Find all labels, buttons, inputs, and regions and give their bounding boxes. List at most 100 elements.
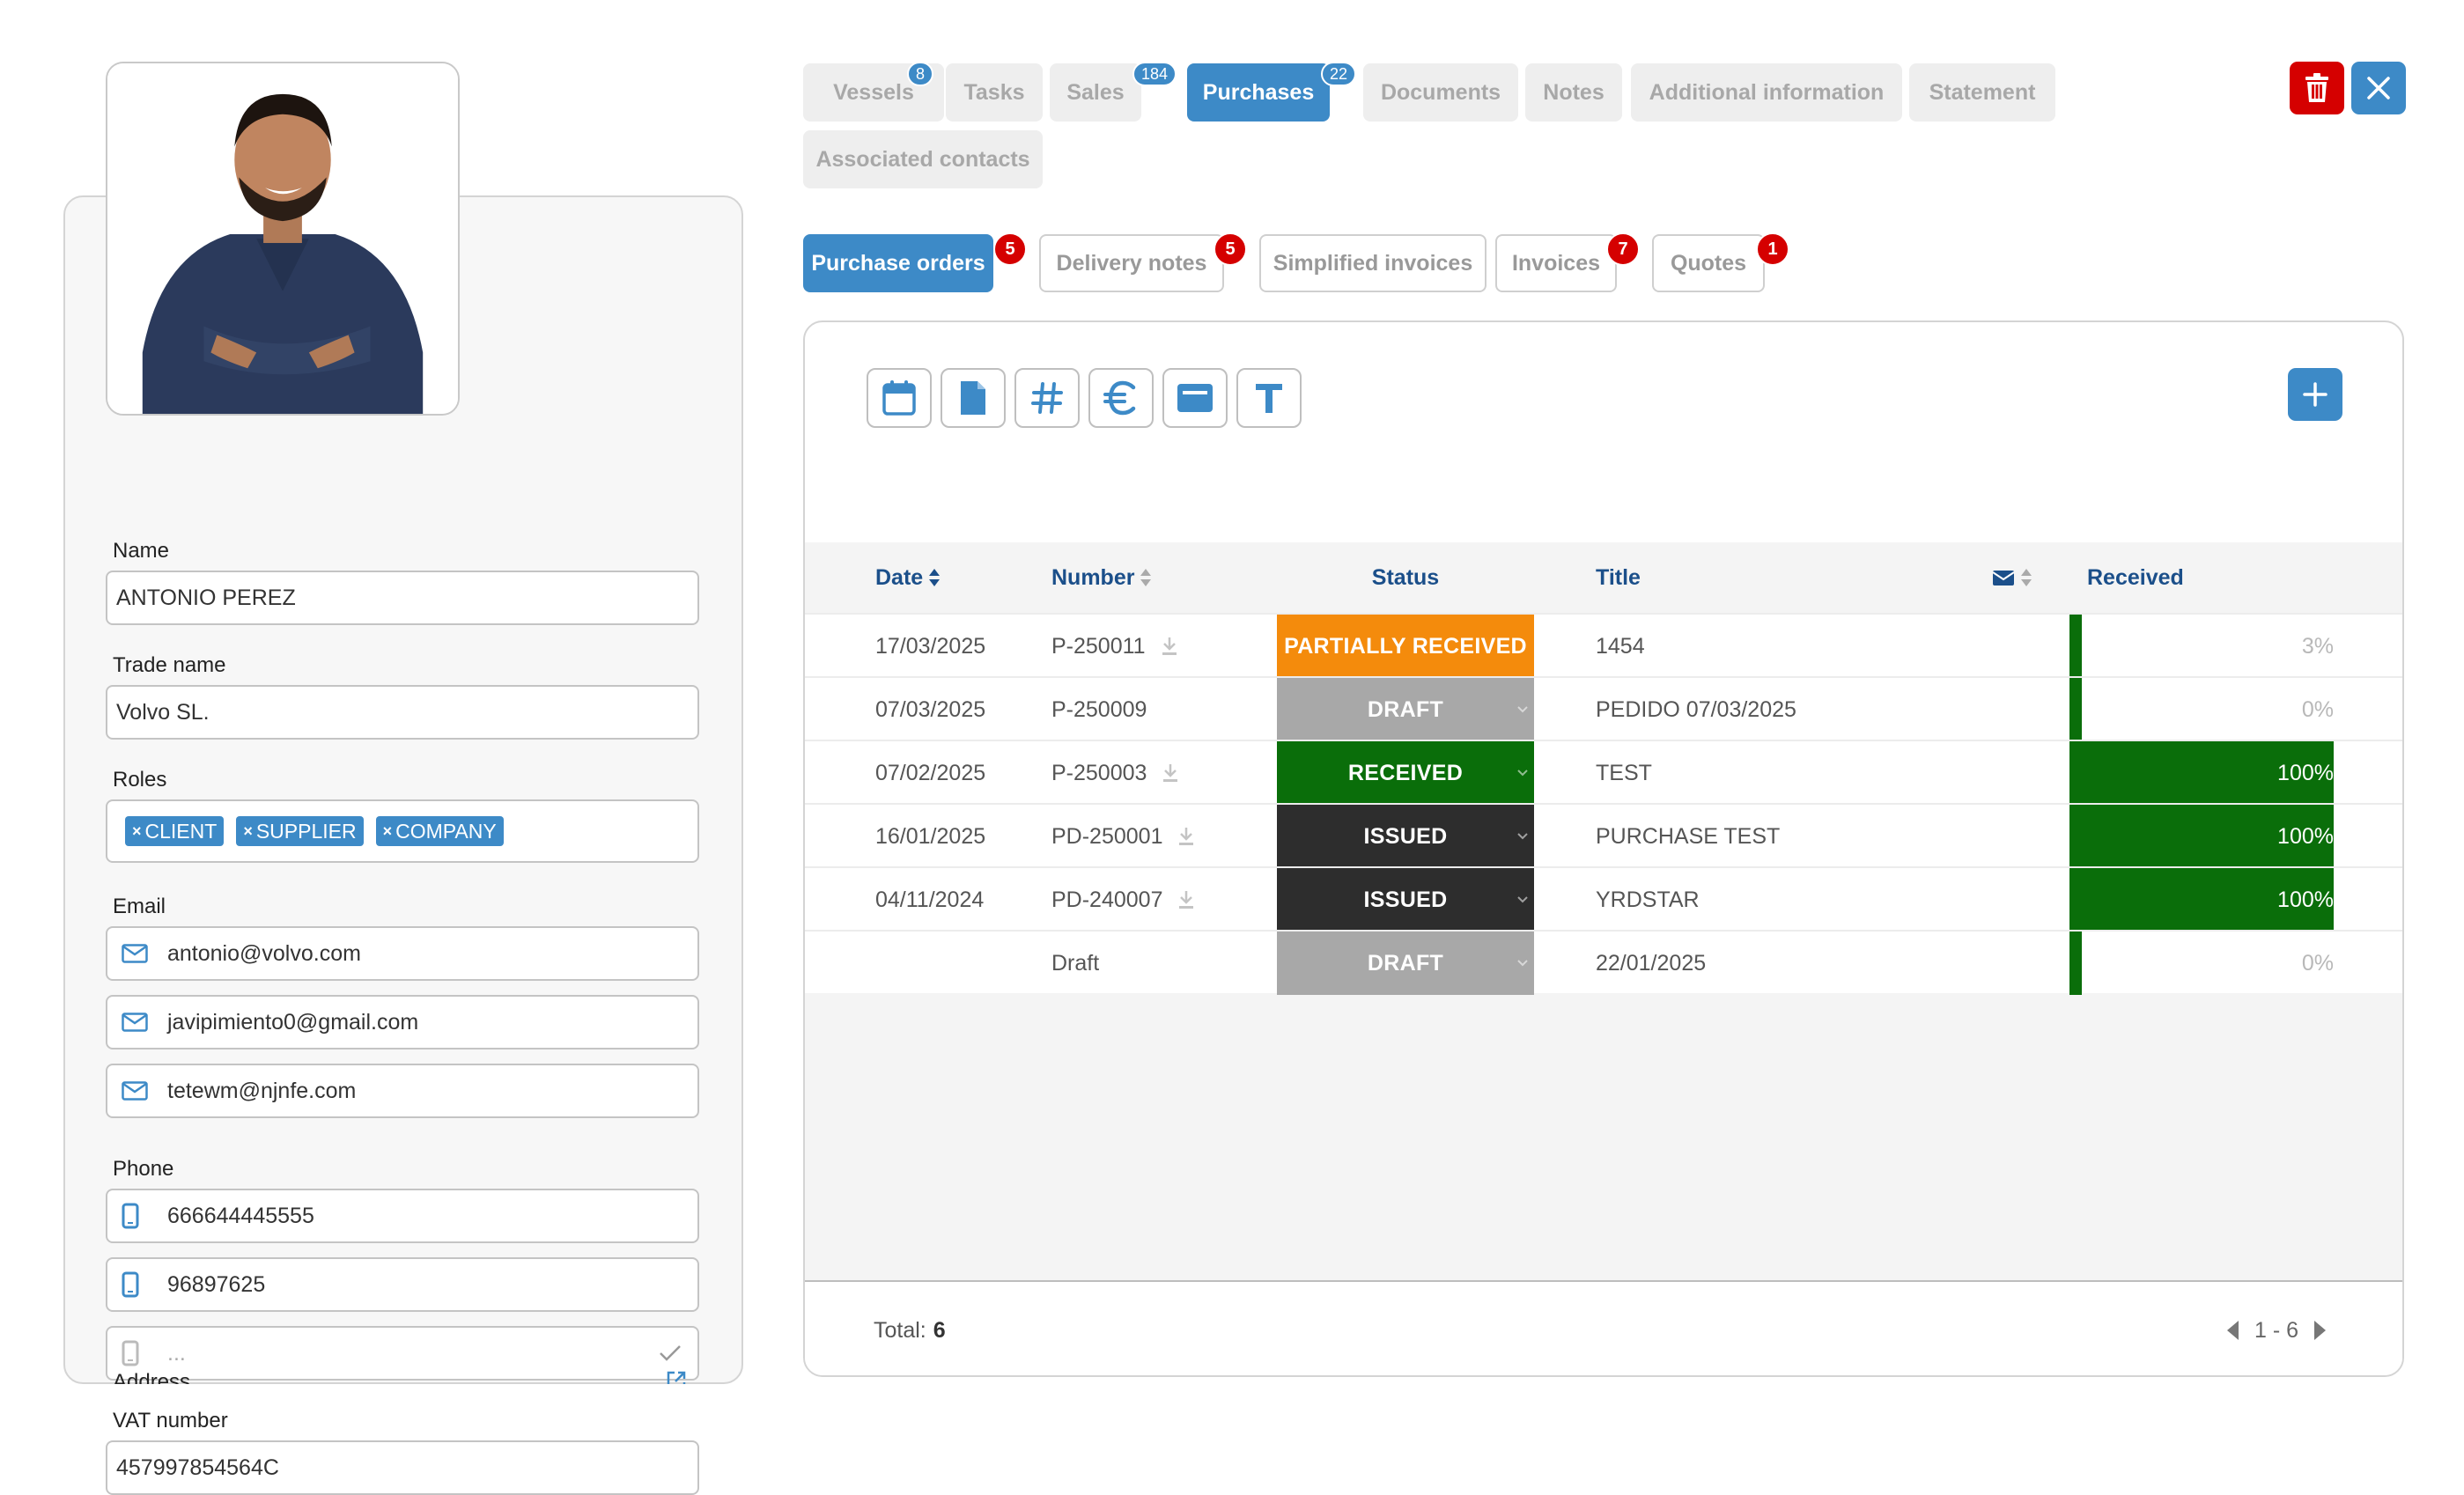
download-icon[interactable] [1162, 637, 1177, 656]
status-badge[interactable]: DRAFT [1277, 678, 1534, 741]
address-section: Address [63, 1370, 743, 1384]
status-badge[interactable]: DRAFT [1277, 932, 1534, 995]
email-field-3[interactable]: tetewm@njnfe.com [106, 1064, 699, 1118]
tab-notes[interactable]: Notes [1525, 63, 1622, 122]
filter-card-button[interactable] [1162, 368, 1228, 428]
tab-tasks[interactable]: Tasks [946, 63, 1043, 122]
tab-additional-information[interactable]: Additional information [1631, 63, 1902, 122]
table-header: Date Number Status Title Received [805, 542, 2402, 613]
table-row[interactable]: 07/03/2025 P-250009 DRAFT PEDIDO 07/03/2025… [805, 676, 2402, 741]
row-number-text: Draft [1051, 950, 1100, 976]
received-percentage: 3% [2301, 633, 2334, 659]
table-row[interactable]: 17/03/2025 P-250011 PARTIALLY RECEIVED 1454… [805, 613, 2402, 678]
status-text: DRAFT [1367, 950, 1444, 976]
total-count: Total: 6 [874, 1317, 946, 1343]
mail-icon [122, 1081, 148, 1101]
hash-icon [1031, 382, 1063, 414]
subtab-delivery-notes[interactable]: Delivery notes [1039, 234, 1224, 292]
subtab-quotes[interactable]: Quotes [1652, 234, 1765, 292]
row-title: TEST [1596, 760, 1652, 785]
table-row[interactable]: 07/02/2025 P-250003 RECEIVED TEST 100% [805, 740, 2402, 805]
column-header-received[interactable]: Received [2087, 564, 2184, 590]
mobile-phone-icon [122, 1271, 139, 1298]
column-header-title[interactable]: Title [1596, 564, 1641, 590]
previous-page-icon[interactable] [2224, 1319, 2240, 1342]
card-icon [1177, 384, 1213, 412]
chevron-down-icon[interactable] [1516, 832, 1529, 841]
contact-photo[interactable] [106, 62, 460, 416]
chevron-down-icon[interactable] [1516, 959, 1529, 968]
delete-button[interactable] [2290, 62, 2344, 114]
status-badge[interactable]: PARTIALLY RECEIVED [1277, 615, 1534, 678]
subtab-invoices[interactable]: Invoices [1495, 234, 1617, 292]
status-badge[interactable]: ISSUED [1277, 805, 1534, 868]
download-icon[interactable] [1178, 890, 1194, 910]
mobile-phone-icon [122, 1340, 139, 1366]
add-purchase-order-button[interactable] [2288, 368, 2342, 421]
tab-associated-contacts[interactable]: Associated contacts [803, 130, 1043, 188]
filter-document-button[interactable] [941, 368, 1006, 428]
trade-name-field[interactable]: Volvo SL. [106, 685, 699, 740]
phone-field-new[interactable]: ... [106, 1326, 699, 1381]
orders-table: Date Number Status Title Received 17/03/… [805, 542, 2402, 1280]
role-tag-supplier[interactable]: × SUPPLIER [236, 816, 364, 846]
name-field[interactable]: ANTONIO PEREZ [106, 571, 699, 625]
filter-number-button[interactable] [1014, 368, 1080, 428]
status-text: DRAFT [1367, 696, 1444, 722]
role-tag-company[interactable]: × COMPANY [375, 816, 504, 846]
chevron-down-icon[interactable] [1516, 895, 1529, 904]
chevron-down-icon[interactable] [1516, 769, 1529, 777]
chevron-down-icon[interactable] [1516, 705, 1529, 714]
mail-icon [122, 1013, 148, 1032]
filter-date-button[interactable] [867, 368, 932, 428]
next-page-icon[interactable] [2313, 1319, 2328, 1342]
roles-label: Roles [113, 768, 167, 792]
trash-icon [2305, 73, 2328, 102]
check-icon[interactable] [659, 1344, 682, 1362]
remove-tag-icon: × [132, 822, 142, 840]
tab-sales[interactable]: Sales [1050, 63, 1141, 122]
table-row[interactable]: Draft DRAFT 22/01/2025 0% [805, 930, 2402, 995]
status-badge[interactable]: RECEIVED [1277, 741, 1534, 805]
row-title: PEDIDO 07/03/2025 [1596, 696, 1796, 722]
tab-purchases[interactable]: Purchases [1187, 63, 1330, 122]
external-link-icon[interactable] [666, 1370, 687, 1384]
name-label: Name [113, 539, 170, 563]
row-title: PURCHASE TEST [1596, 823, 1781, 849]
column-header-number[interactable]: Number [1051, 542, 1152, 613]
download-icon[interactable] [1162, 763, 1178, 783]
roles-field[interactable]: × CLIENT × SUPPLIER × COMPANY [106, 799, 699, 863]
email-field-1[interactable]: antonio@volvo.com [106, 926, 699, 981]
subtab-purchase-orders[interactable]: Purchase orders [803, 234, 993, 292]
column-header-email-sent[interactable] [1992, 542, 2032, 613]
role-tag-client[interactable]: × CLIENT [125, 816, 225, 846]
download-icon[interactable] [1178, 827, 1194, 846]
table-row[interactable]: 04/11/2024 PD-240007 ISSUED YRDSTAR 100% [805, 866, 2402, 932]
column-header-date[interactable]: Date [875, 542, 941, 613]
row-title: 22/01/2025 [1596, 950, 1707, 976]
close-button[interactable] [2351, 62, 2406, 114]
phone-field-2[interactable]: 96897625 [106, 1257, 699, 1312]
table-row[interactable]: 16/01/2025 PD-250001 ISSUED PURCHASE TEST 10… [805, 803, 2402, 868]
received-progress-bar [2069, 615, 2082, 678]
tab-documents[interactable]: Documents [1363, 63, 1518, 122]
received-percentage: 100% [2277, 760, 2334, 785]
status-text: ISSUED [1363, 823, 1448, 849]
tab-statement[interactable]: Statement [1909, 63, 2055, 122]
filter-text-button[interactable] [1236, 368, 1302, 428]
vat-field[interactable]: 457997854564C [106, 1440, 699, 1495]
row-number: PD-240007 [1051, 868, 1194, 932]
phone-field-1[interactable]: 666644445555 [106, 1189, 699, 1243]
filter-amount-button[interactable] [1088, 368, 1154, 428]
status-badge[interactable]: ISSUED [1277, 868, 1534, 932]
remove-tag-icon: × [243, 822, 253, 840]
received-progress-bar [2069, 932, 2082, 995]
text-icon [1256, 384, 1282, 413]
column-header-status[interactable]: Status [1371, 564, 1440, 590]
address-label: Address [113, 1370, 191, 1384]
row-number-text: PD-250001 [1051, 823, 1163, 849]
subtab-simplified-invoices[interactable]: Simplified invoices [1259, 234, 1487, 292]
vat-label: VAT number [113, 1409, 228, 1432]
email-field-2[interactable]: javipimiento0@gmail.com [106, 995, 699, 1049]
row-title: YRDSTAR [1596, 887, 1700, 912]
